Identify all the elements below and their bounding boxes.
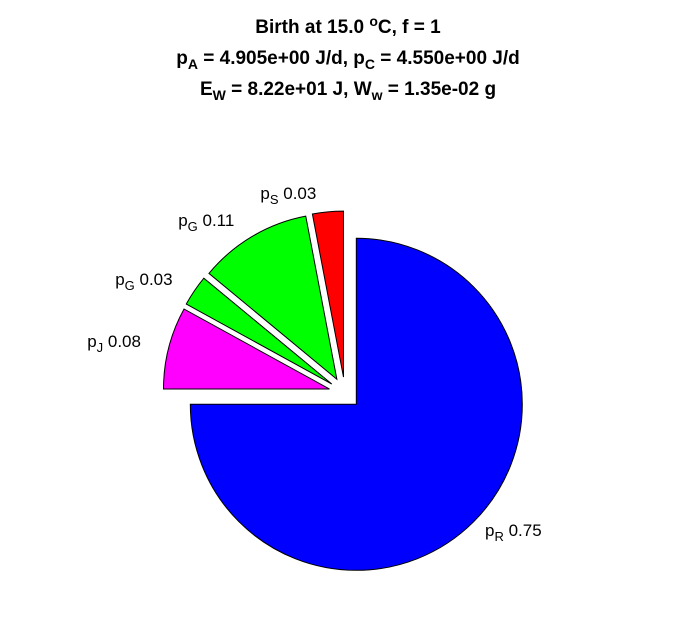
slice-label-symbol: p: [485, 521, 495, 540]
pie-slice-pg-3: [208, 215, 338, 381]
title-line-3-value-1: = 8.22e+01 J,: [225, 79, 354, 100]
chart-title: Birth at 15.0 oC, f = 1 pA = 4.905e+00 J…: [0, 12, 696, 105]
slice-label-3: pG 0.11: [178, 210, 235, 234]
slice-label-subscript: G: [124, 277, 135, 293]
title-line-2-symbol-1: p: [176, 48, 188, 69]
title-line-3: EW = 8.22e+01 J, Ww = 1.35e-02 g: [0, 74, 696, 105]
slice-label-4: pS 0.03: [260, 183, 317, 207]
slice-label-value: 0.08: [103, 331, 141, 351]
title-line-1: Birth at 15.0 oC, f = 1: [0, 12, 696, 43]
title-line-2-subscript-1: A: [187, 56, 198, 72]
slice-label-0: pR 0.75: [485, 521, 542, 544]
title-line-3-subscript-1: W: [212, 87, 226, 103]
slice-label-1: pJ 0.08: [87, 331, 141, 355]
slice-label-value: 0.03: [278, 183, 317, 203]
title-line-3-symbol-1: E: [199, 79, 213, 100]
slice-label-symbol: p: [87, 331, 97, 351]
slice-label-symbol: p: [115, 269, 125, 289]
title-line-3-subscript-2: w: [371, 87, 383, 103]
slice-label-subscript: S: [269, 191, 279, 207]
slice-label-subscript: J: [96, 339, 104, 355]
slice-label-2: pG 0.03: [115, 269, 173, 293]
title-line-2-value-2: = 4.550e+00 J/d: [375, 48, 520, 69]
title-line-1-degree: o: [369, 13, 378, 29]
slice-label-value: 0.75: [503, 521, 542, 540]
pie-slice-pg-2: [185, 277, 333, 385]
slice-label-subscript: R: [494, 529, 504, 544]
slice-label-symbol: p: [178, 210, 188, 230]
pie-slice-ps-4: [311, 210, 344, 378]
title-line-1-prefix: Birth at 15.0: [255, 17, 370, 38]
title-line-2-subscript-2: C: [364, 56, 376, 72]
slice-label-subscript: G: [187, 218, 198, 234]
title-line-3-symbol-2: W: [353, 79, 372, 100]
title-line-2-symbol-2: p: [353, 48, 365, 69]
title-line-1-suffix: C, f = 1: [377, 17, 441, 38]
title-line-3-value-2: = 1.35e-02 g: [382, 79, 497, 100]
slice-label-value: 0.03: [134, 269, 173, 289]
title-line-2-value-1: = 4.905e+00 J/d,: [197, 48, 354, 69]
pie-slice-pj-1: [162, 308, 330, 390]
title-line-2: pA = 4.905e+00 J/d, pC = 4.550e+00 J/d: [0, 43, 696, 74]
pie-slice-pr-0: [189, 237, 523, 571]
slice-label-value: 0.11: [197, 210, 235, 230]
slice-label-symbol: p: [260, 183, 270, 203]
